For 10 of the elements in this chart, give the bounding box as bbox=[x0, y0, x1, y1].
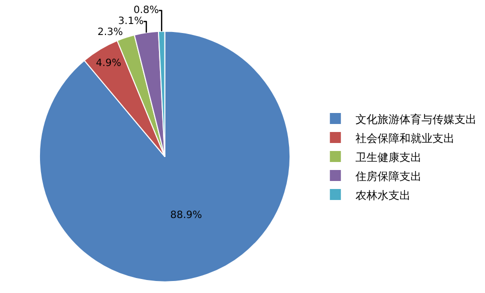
data-label: 0.8% bbox=[133, 5, 159, 16]
legend-label: 社会保障和就业支出 bbox=[355, 132, 454, 145]
legend-label: 卫生健康支出 bbox=[355, 150, 422, 164]
data-label: 3.1% bbox=[118, 16, 144, 28]
data-label: 4.9% bbox=[96, 58, 122, 70]
data-label: 88.9% bbox=[170, 210, 202, 221]
legend-label: 住房保障支出 bbox=[355, 170, 422, 183]
legend-label: 文化旅游体育与传媒支出 bbox=[355, 112, 476, 126]
legend-label: 农林水支出 bbox=[355, 188, 410, 202]
data-label: 2.3% bbox=[98, 27, 123, 38]
